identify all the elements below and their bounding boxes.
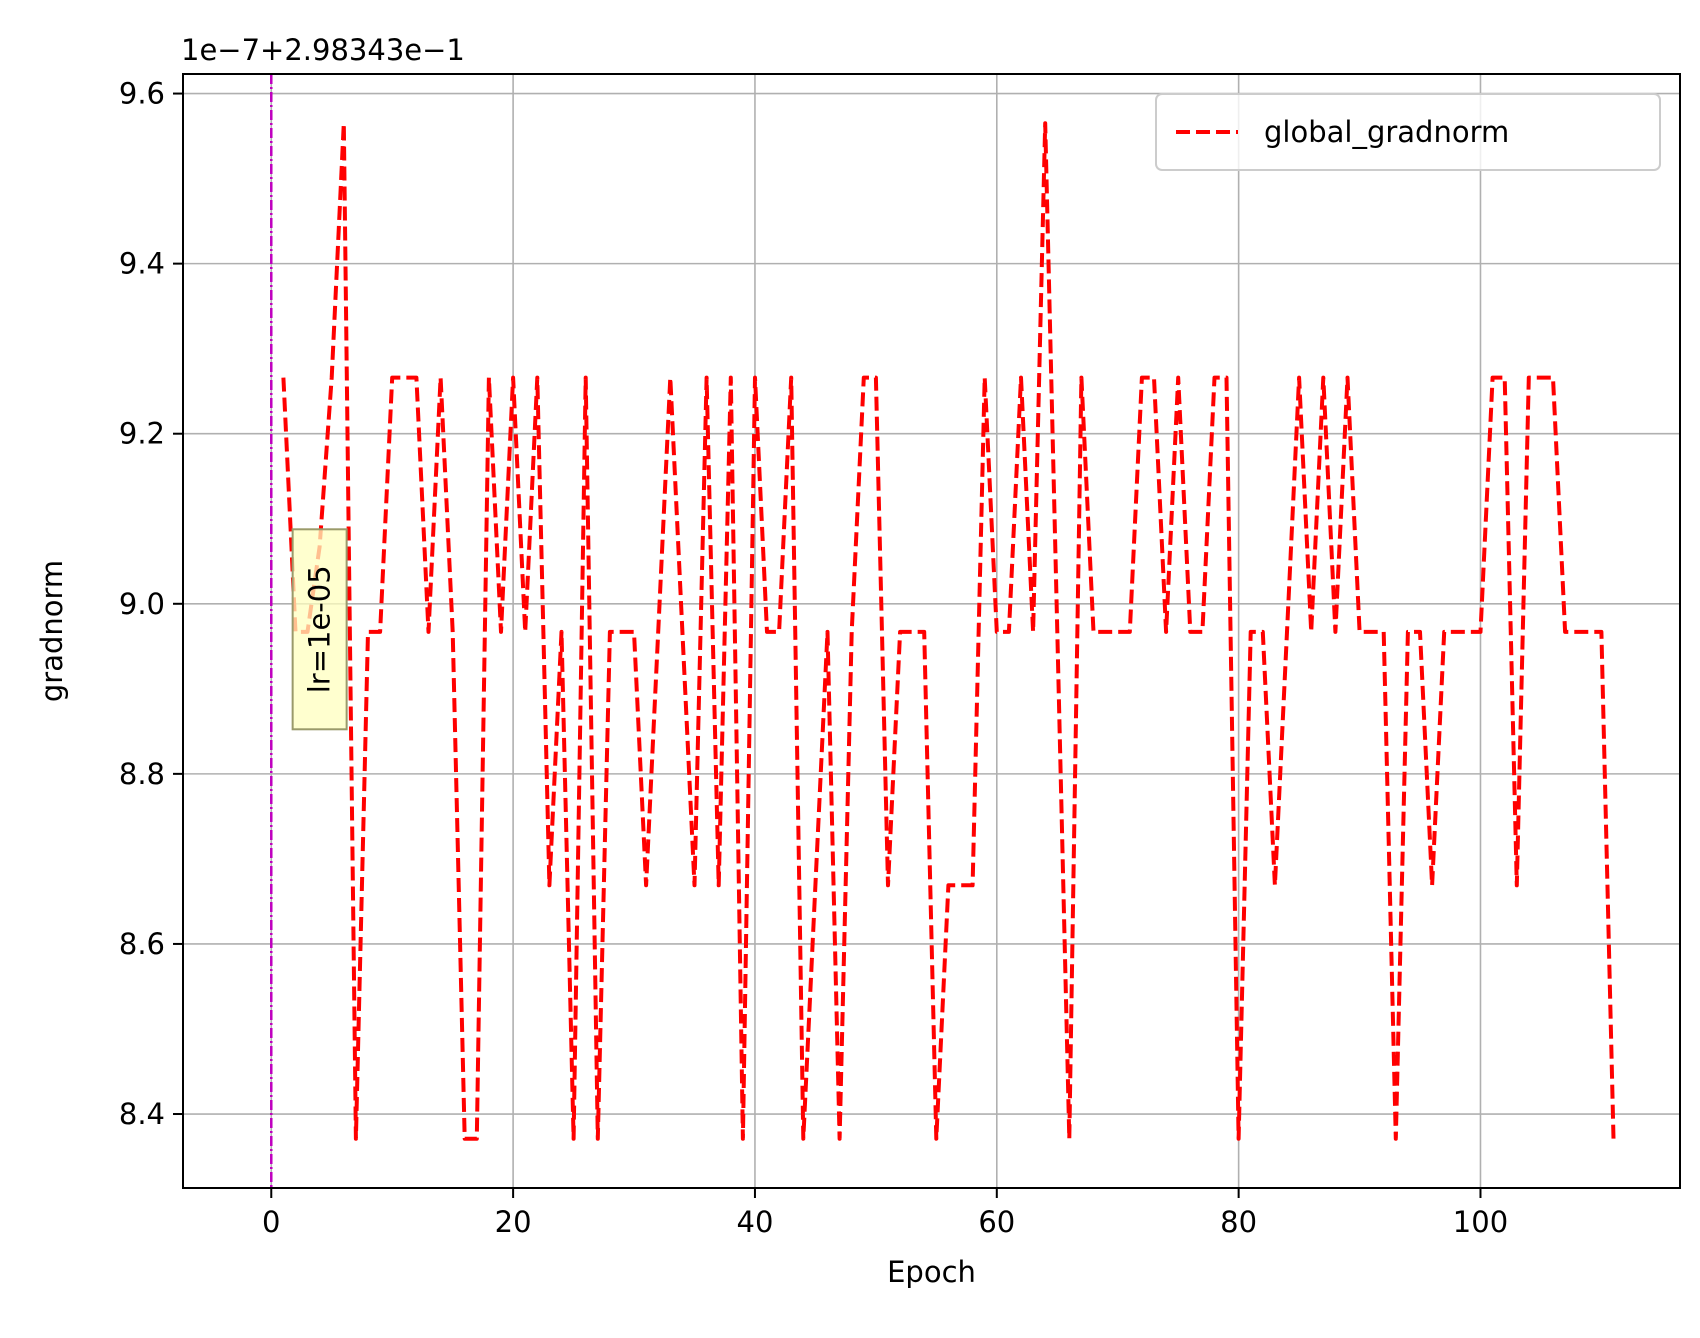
x-axis-label: Epoch: [887, 1255, 976, 1289]
x-tick-label: 20: [495, 1205, 532, 1239]
series-line-global_gradnorm: [281, 121, 1616, 1141]
y-tick-label: 9.6: [119, 77, 165, 111]
lr-annotation: lr=1e-05: [291, 528, 348, 731]
y-axis-label: gradnorm: [35, 560, 69, 702]
y-tick-label: 8.8: [119, 757, 165, 791]
plot-frame: [182, 73, 1681, 1189]
series-layer: [281, 121, 1616, 1141]
x-tick-label: 0: [262, 1205, 280, 1239]
annotation-layer: lr=1e-05: [291, 528, 348, 731]
y-tick-label: 8.4: [119, 1097, 165, 1131]
x-tick-label: 80: [1220, 1205, 1257, 1239]
legend-box: [1155, 93, 1661, 171]
x-tick-label: 60: [978, 1205, 1015, 1239]
legend-label: global_gradnorm: [1264, 115, 1509, 149]
legend: global_gradnorm: [1155, 93, 1661, 171]
axis-ticks: 0 20 40 60 80 100 8.4 8.6 8.8 9.0 9.2 9.4 9.6: [119, 77, 1508, 1239]
y-offset-text: 1e−7+2.98343e−1: [181, 33, 465, 67]
annotation-box: [291, 528, 348, 731]
x-tick-label: 40: [737, 1205, 774, 1239]
y-tick-label: 9.0: [119, 587, 165, 621]
y-tick-label: 9.4: [119, 247, 165, 281]
y-tick-label: 8.6: [119, 927, 165, 961]
annotation-text: lr=1e-05: [303, 565, 337, 693]
x-tick-label: 100: [1453, 1205, 1508, 1239]
y-tick-label: 9.2: [119, 417, 165, 451]
